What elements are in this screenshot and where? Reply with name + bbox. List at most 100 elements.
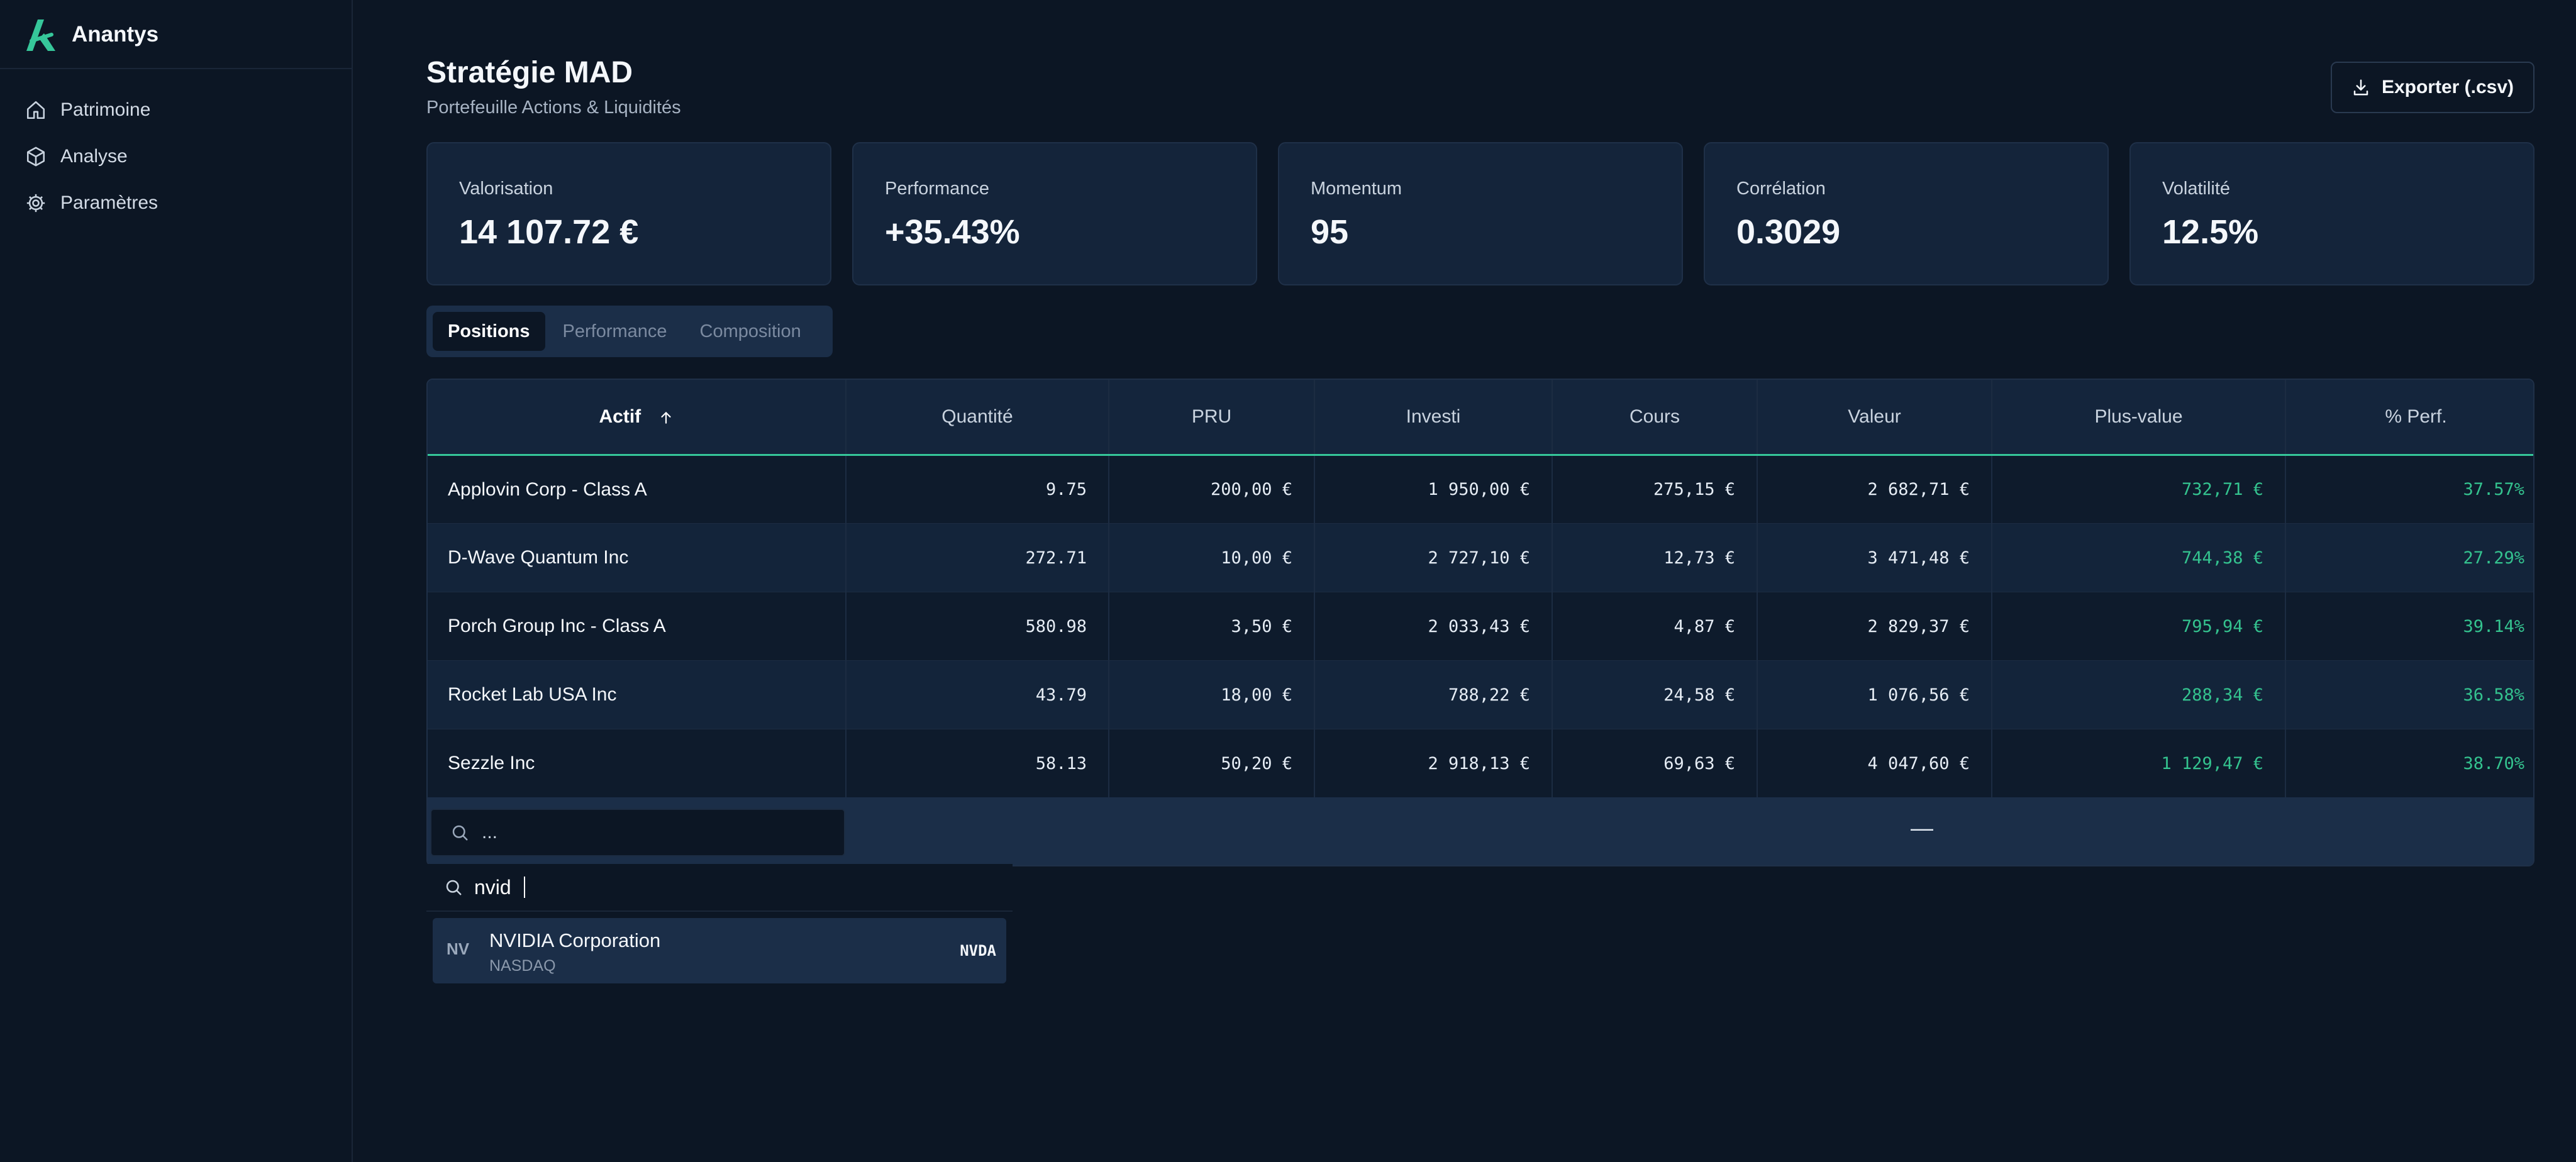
cell-quantity: 580.98: [846, 592, 1109, 661]
text-caret: [523, 877, 525, 898]
table-header-row: Actif Quantité PRU Investi Cours Valeur …: [428, 380, 2533, 456]
view-tabs: Positions Performance Composition: [426, 306, 833, 357]
search-icon: [452, 825, 468, 841]
column-header-pru[interactable]: PRU: [1109, 380, 1315, 456]
cell-price: 275,15 €: [1552, 455, 1758, 524]
kpi-row: Valorisation 14 107.72 € Performance +35…: [426, 142, 2534, 285]
cell-price: 4,87 €: [1552, 592, 1758, 661]
kpi-value: 95: [1311, 213, 1349, 251]
cell-perf: 27.29%: [2285, 523, 2533, 592]
cell-invested: 2 727,10 €: [1314, 523, 1553, 592]
cell-invested: 2 918,13 €: [1314, 729, 1553, 798]
cell-pru: 10,00 €: [1109, 523, 1315, 592]
add-position-row: ... —: [428, 797, 2533, 865]
table-row[interactable]: Rocket Lab USA Inc 43.79 18,00 € 788,22 …: [428, 660, 2533, 729]
empty-value-dash: —: [1911, 815, 1933, 841]
column-header-cours[interactable]: Cours: [1552, 380, 1758, 456]
cell-invested: 788,22 €: [1314, 660, 1553, 729]
sidebar-nav: Patrimoine Analyse Paramètres: [25, 87, 158, 226]
table-row[interactable]: Sezzle Inc 58.13 50,20 € 2 918,13 € 69,6…: [428, 729, 2533, 798]
asset-search-dropdown: nvid NV NVIDIA Corporation NASDAQ NVDA: [426, 864, 1013, 988]
kpi-value: 14 107.72 €: [459, 213, 639, 251]
cell-value: 1 076,56 €: [1757, 660, 1992, 729]
cell-quantity: 43.79: [846, 660, 1109, 729]
column-header-perf[interactable]: % Perf.: [2285, 380, 2533, 456]
cell-asset: Applovin Corp - Class A: [428, 455, 847, 524]
cell-pru: 50,20 €: [1109, 729, 1315, 798]
brand[interactable]: Anantys: [23, 13, 158, 57]
kpi-card-valorisation: Valorisation 14 107.72 €: [426, 142, 831, 285]
sidebar-divider: [0, 68, 352, 69]
tab-composition[interactable]: Composition: [699, 321, 801, 341]
cell-gain: 744,38 €: [1992, 523, 2286, 592]
tab-performance[interactable]: Performance: [562, 321, 667, 341]
column-header-label: Actif: [599, 406, 641, 427]
download-icon: [2353, 79, 2368, 96]
cell-perf: 37.57%: [2285, 455, 2533, 524]
positions-table: Actif Quantité PRU Investi Cours Valeur …: [426, 379, 2534, 866]
cell-gain: 1 129,47 €: [1992, 729, 2286, 798]
export-csv-button[interactable]: Exporter (.csv): [2331, 62, 2534, 113]
cell-pru: 200,00 €: [1109, 455, 1315, 524]
cell-invested: 2 033,43 €: [1314, 592, 1553, 661]
page-subtitle: Portefeuille Actions & Liquidités: [426, 97, 681, 118]
result-exchange: NASDAQ: [489, 957, 556, 975]
cell-price: 24,58 €: [1552, 660, 1758, 729]
column-header-actif[interactable]: Actif: [428, 380, 847, 456]
sidebar-item-label: Paramètres: [60, 192, 158, 213]
cell-perf: 36.58%: [2285, 660, 2533, 729]
sidebar-item-parametres[interactable]: Paramètres: [25, 180, 158, 226]
cell-value: 3 471,48 €: [1757, 523, 1992, 592]
result-abbreviation: NV: [447, 939, 470, 958]
tab-positions[interactable]: Positions: [433, 312, 545, 351]
cell-value: 2 829,37 €: [1757, 592, 1992, 661]
sidebar: Anantys Patrimoine Analyse Paramètres: [0, 0, 353, 1162]
cell-gain: 795,94 €: [1992, 592, 2286, 661]
cell-value: 4 047,60 €: [1757, 729, 1992, 798]
cell-asset: D-Wave Quantum Inc: [428, 523, 847, 592]
column-header-quantite[interactable]: Quantité: [846, 380, 1109, 456]
kpi-value: 12.5%: [2162, 213, 2259, 251]
column-header-valeur[interactable]: Valeur: [1757, 380, 1992, 456]
cell-invested: 1 950,00 €: [1314, 455, 1553, 524]
cell-gain: 288,34 €: [1992, 660, 2286, 729]
page-title: Stratégie MAD: [426, 56, 633, 89]
cell-price: 12,73 €: [1552, 523, 1758, 592]
home-icon: [26, 101, 45, 119]
sidebar-item-label: Analyse: [60, 146, 128, 167]
search-icon: [446, 880, 462, 895]
kpi-label: Momentum: [1311, 179, 1402, 199]
result-ticker: NVDA: [960, 942, 996, 960]
sidebar-item-analyse[interactable]: Analyse: [25, 133, 158, 180]
kpi-card-performance: Performance +35.43%: [852, 142, 1257, 285]
result-name: NVIDIA Corporation: [489, 929, 661, 951]
cube-icon: [26, 147, 45, 167]
cell-asset: Rocket Lab USA Inc: [428, 660, 847, 729]
dropdown-search-query: nvid: [474, 875, 511, 899]
cell-gain: 732,71 €: [1992, 455, 2286, 524]
cell-asset: Sezzle Inc: [428, 729, 847, 798]
sidebar-item-patrimoine[interactable]: Patrimoine: [25, 87, 158, 133]
table-row[interactable]: Applovin Corp - Class A 9.75 200,00 € 1 …: [428, 455, 2533, 524]
kpi-card-momentum: Momentum 95: [1278, 142, 1683, 285]
export-label: Exporter (.csv): [2381, 77, 2514, 97]
cell-pru: 3,50 €: [1109, 592, 1315, 661]
anantys-logo-icon: [26, 19, 55, 51]
cell-perf: 38.70%: [2285, 729, 2533, 798]
cell-perf: 39.14%: [2285, 592, 2533, 661]
dropdown-search-field[interactable]: nvid: [426, 864, 1013, 912]
main-content: Stratégie MAD Portefeuille Actions & Liq…: [426, 0, 2534, 1162]
search-result-item[interactable]: NV NVIDIA Corporation NASDAQ NVDA: [433, 918, 1006, 983]
sidebar-item-label: Patrimoine: [60, 99, 151, 120]
cell-quantity: 272.71: [846, 523, 1109, 592]
gear-icon: [26, 194, 45, 213]
table-row[interactable]: Porch Group Inc - Class A 580.98 3,50 € …: [428, 592, 2533, 661]
table-row[interactable]: D-Wave Quantum Inc 272.71 10,00 € 2 727,…: [428, 523, 2533, 592]
kpi-label: Corrélation: [1736, 179, 1826, 199]
column-header-investi[interactable]: Investi: [1314, 380, 1553, 456]
asset-search-input[interactable]: ...: [430, 809, 845, 856]
cell-asset: Porch Group Inc - Class A: [428, 592, 847, 661]
kpi-card-volatilite: Volatilité 12.5%: [2129, 142, 2534, 285]
column-header-plus-value[interactable]: Plus-value: [1992, 380, 2286, 456]
search-placeholder: ...: [482, 822, 498, 843]
